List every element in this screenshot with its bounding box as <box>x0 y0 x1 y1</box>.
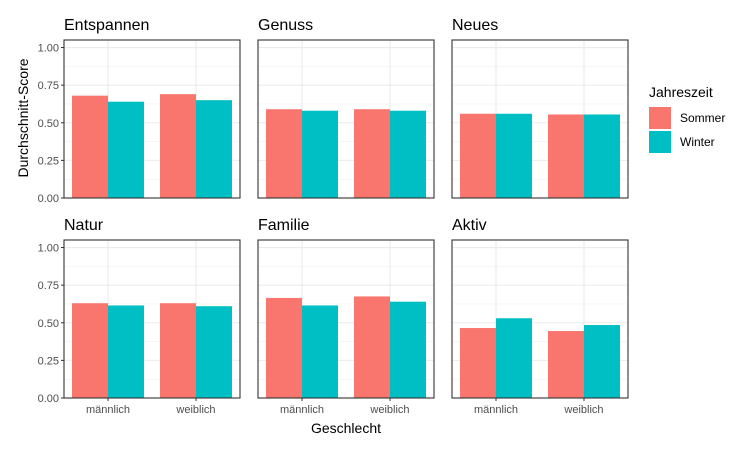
legend-swatch-winter <box>649 131 671 153</box>
bar-natur-winter-1 <box>196 306 232 398</box>
x-tick-label: männlich <box>474 404 518 416</box>
bar-familie-sommer-0 <box>266 297 302 398</box>
x-tick-label: weiblich <box>175 404 215 416</box>
y-axis-title: Durchschnitt-Score <box>15 58 31 177</box>
legend-swatch-sommer <box>649 107 671 129</box>
x-tick-label: männlich <box>86 404 130 416</box>
legend-label-sommer: Sommer <box>680 111 725 125</box>
bar-natur-sommer-1 <box>160 303 196 398</box>
bar-entspannen-winter-1 <box>196 100 232 198</box>
panel-title-natur: Natur <box>64 217 104 234</box>
bar-genuss-sommer-0 <box>266 109 302 198</box>
bar-neues-sommer-0 <box>460 113 496 198</box>
bar-aktiv-sommer-0 <box>460 328 496 398</box>
y-tick-label: 0.75 <box>38 80 59 92</box>
panel-title-familie: Familie <box>258 217 310 234</box>
bar-genuss-winter-1 <box>390 110 426 198</box>
bar-entspannen-winter-0 <box>108 101 144 198</box>
panel-border-neues <box>451 39 629 199</box>
y-tick-label: 1.00 <box>38 43 59 55</box>
bar-aktiv-winter-0 <box>496 318 532 398</box>
bar-neues-sommer-1 <box>548 114 584 198</box>
y-tick-label: 0.00 <box>38 193 59 205</box>
y-tick-label: 0.00 <box>38 393 59 405</box>
y-tick-label: 0.25 <box>38 155 59 167</box>
bar-neues-winter-0 <box>496 113 532 198</box>
y-tick-label: 0.75 <box>38 280 59 292</box>
panel-border-aktiv <box>451 239 629 399</box>
bar-aktiv-sommer-1 <box>548 331 584 398</box>
bar-familie-winter-1 <box>390 301 426 398</box>
bar-natur-winter-0 <box>108 305 144 398</box>
bar-entspannen-sommer-1 <box>160 94 196 198</box>
panel-title-genuss: Genuss <box>258 17 313 34</box>
y-tick-label: 1.00 <box>38 243 59 255</box>
panel-border-entspannen <box>63 39 241 199</box>
x-tick-label: männlich <box>280 404 324 416</box>
bar-genuss-sommer-1 <box>354 109 390 198</box>
y-tick-label: 0.25 <box>38 355 59 367</box>
legend-title: Jahreszeit <box>649 84 713 100</box>
x-axis-title: Geschlecht <box>311 420 381 436</box>
panel-title-entspannen: Entspannen <box>64 17 149 34</box>
bar-aktiv-winter-1 <box>584 325 620 398</box>
bar-familie-winter-0 <box>302 305 338 398</box>
bar-familie-sommer-1 <box>354 296 390 398</box>
bar-natur-sommer-0 <box>72 303 108 398</box>
bar-entspannen-sommer-0 <box>72 95 108 198</box>
y-tick-label: 0.50 <box>38 318 59 330</box>
panel-border-genuss <box>257 39 435 199</box>
x-tick-label: weiblich <box>369 404 409 416</box>
bar-neues-winter-1 <box>584 114 620 198</box>
panel-title-aktiv: Aktiv <box>452 217 487 234</box>
panel-title-neues: Neues <box>452 17 498 34</box>
panel-border-familie <box>257 239 435 399</box>
legend-label-winter: Winter <box>680 135 715 149</box>
y-tick-label: 0.50 <box>38 118 59 130</box>
panel-border-natur <box>63 239 241 399</box>
x-tick-label: weiblich <box>563 404 603 416</box>
bar-genuss-winter-0 <box>302 110 338 198</box>
